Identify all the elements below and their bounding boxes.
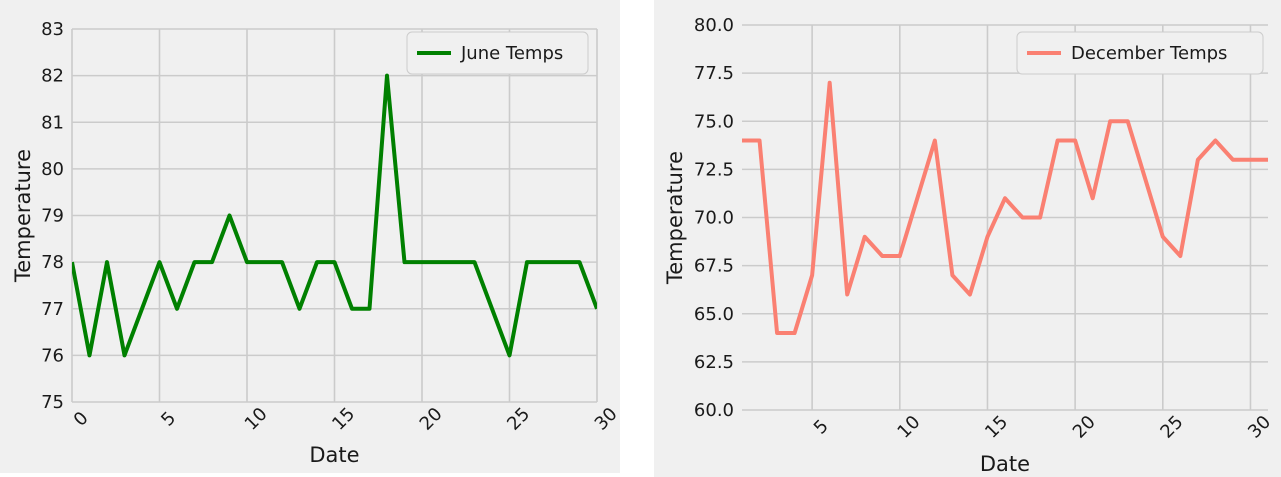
y-tick-label: 72.5 — [694, 159, 734, 180]
june-data-points — [71, 75, 598, 356]
y-tick-label: 60.0 — [694, 400, 734, 421]
june-x-axis-label: Date — [309, 443, 359, 467]
december-panel-background — [654, 0, 1281, 477]
y-tick-label: 75.0 — [694, 111, 734, 132]
y-tick-label: 75 — [41, 392, 64, 413]
legend-box — [1016, 31, 1264, 75]
y-tick-label: 82 — [41, 66, 64, 87]
legend-box — [406, 31, 589, 75]
y-tick-label: 80.0 — [694, 15, 734, 36]
y-tick-label: 78 — [41, 252, 64, 273]
december-data-points — [741, 82, 1269, 334]
june-y-axis-label: Temperature — [11, 149, 35, 283]
y-tick-label: 77 — [41, 299, 64, 320]
y-tick-label: 79 — [41, 206, 64, 227]
december-legend: December Temps — [1016, 31, 1264, 75]
y-tick-label: 83 — [41, 19, 64, 40]
legend-label: June Temps — [460, 43, 563, 64]
y-tick-label: 65.0 — [694, 304, 734, 325]
y-tick-label: 76 — [41, 345, 64, 366]
y-tick-label: 70.0 — [694, 208, 734, 229]
december-y-axis-label: Temperature — [663, 151, 687, 285]
y-tick-label: 80 — [41, 159, 64, 180]
december-y-axis: 60.0 62.5 65.0 67.5 70.0 72.5 75.0 77.5 80.0 — [694, 15, 1268, 421]
y-tick-label: 67.5 — [694, 256, 734, 277]
y-tick-label: 81 — [41, 112, 64, 133]
y-tick-label: 62.5 — [694, 352, 734, 373]
legend-label: December Temps — [1071, 43, 1227, 64]
june-legend: June Temps — [406, 31, 589, 75]
december-x-axis-label: Date — [980, 452, 1030, 476]
june-panel-background — [0, 0, 620, 473]
y-tick-label: 77.5 — [694, 63, 734, 84]
